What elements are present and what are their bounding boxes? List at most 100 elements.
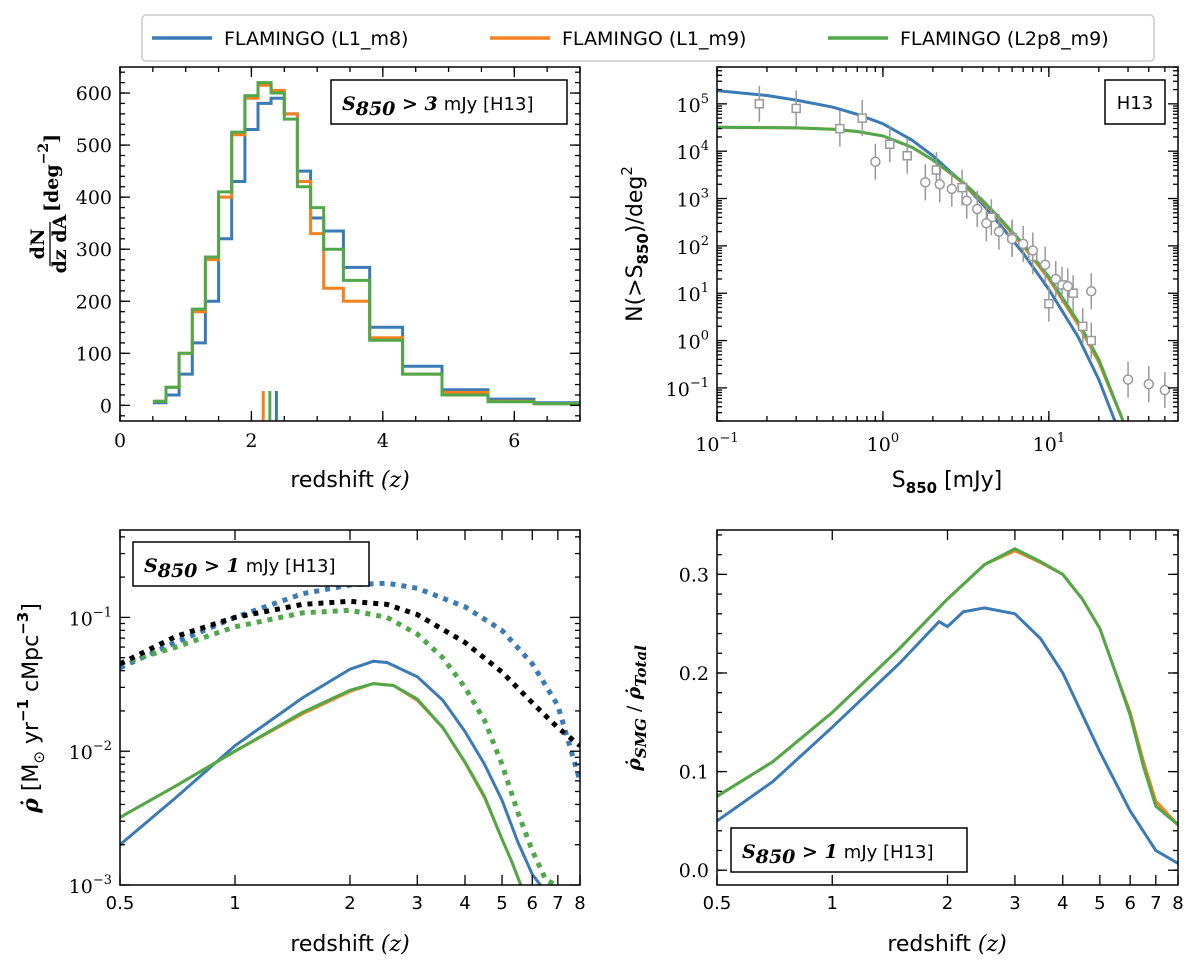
fraction-series-2 <box>717 549 1178 826</box>
observation-circle <box>1017 238 1029 250</box>
y-tick-label: 0.0 <box>679 860 709 882</box>
observation-circle <box>1159 384 1171 396</box>
observation-circle <box>971 203 983 215</box>
x-tick-label: 8 <box>574 893 585 914</box>
sfrd-series-3 <box>120 598 580 748</box>
panel-sfr-density: 0.5 1 2 3 4 5 6 7 8 10−3 10−2 10−1 S850 > 1 mJy [H13… <box>14 529 586 957</box>
y-tick-label: 300 <box>76 239 112 261</box>
y-tick-label: 100 <box>677 329 709 354</box>
y-tick-label: 10−3 <box>69 873 112 898</box>
y-tick-label: 100 <box>76 343 112 365</box>
svg-text:H13: H13 <box>1117 93 1153 114</box>
x-axis-label: redshift (z) <box>290 468 409 493</box>
x-tick-label: 3 <box>1009 893 1020 914</box>
panel-redshift-distribution: 0 2 4 6 0 100 200 300 400 500 600 S850 > 3 mJy [H13… <box>27 66 581 493</box>
x-tick-label: 100 <box>867 431 899 456</box>
legend-label-l2p8: FLAMINGO (L2p8_m9) <box>900 28 1109 50</box>
count-series-1 <box>717 89 1117 421</box>
x-tick-label: 7 <box>1150 893 1161 914</box>
y-axis-label: ρ̇SMG / ρ̇Total <box>623 645 650 772</box>
y-tick-label: 10−2 <box>69 739 112 764</box>
y-tick-label: 200 <box>76 291 112 313</box>
observation-square <box>1077 321 1088 332</box>
x-tick-label: 0 <box>114 430 126 452</box>
y-tick-label: 0.3 <box>679 564 709 586</box>
observation-circle <box>1085 286 1097 297</box>
observation-circle <box>920 177 931 188</box>
observation-square <box>791 103 801 114</box>
observation-circle <box>870 156 881 167</box>
x-tick-label: 2 <box>245 430 257 452</box>
histogram-series-3 <box>152 81 580 406</box>
observation-circle <box>1039 259 1051 270</box>
observation-circle <box>946 183 958 195</box>
x-axis-label: redshift (z) <box>887 932 1006 957</box>
observation-circle <box>993 226 1005 237</box>
count-series-3 <box>717 125 1125 421</box>
y-tick-label: 10−1 <box>666 376 709 401</box>
y-tick-label: 102 <box>677 234 709 259</box>
observation-square <box>857 113 867 123</box>
y-tick-label: 0 <box>100 395 112 417</box>
x-tick-label: 1 <box>229 893 240 914</box>
annotation-box: S850 > 1 mJy [H13] <box>132 541 370 587</box>
y-tick-label: 0.2 <box>679 663 709 685</box>
x-tick-label: 4 <box>1057 893 1068 914</box>
observation-circle <box>1122 374 1134 385</box>
x-tick-label: 10−1 <box>695 431 738 456</box>
observation-square <box>1068 288 1078 298</box>
observation-square <box>754 99 765 109</box>
y-tick-label: 600 <box>76 83 112 105</box>
x-tick-label: 5 <box>496 893 507 914</box>
observation-circle <box>1050 273 1061 285</box>
observation-square <box>902 151 912 161</box>
legend-label-m9: FLAMINGO (L1_m9) <box>562 28 746 50</box>
sfrd-series-6 <box>120 682 523 885</box>
x-axis-label: redshift (z) <box>290 932 409 957</box>
panel-frame <box>716 66 1179 422</box>
sfrd-series-4 <box>120 659 542 885</box>
x-tick-label: 8 <box>1172 893 1183 914</box>
sfrd-series-2 <box>120 607 557 885</box>
observation-circle <box>1027 245 1039 256</box>
y-tick-label: 103 <box>677 187 709 212</box>
y-axis-label: ρ̇ [M⊙ yr−1 cMpc−3] <box>14 603 48 814</box>
x-tick-label: 5 <box>1094 893 1105 914</box>
x-tick-label: 2 <box>942 893 953 914</box>
observation-circle <box>1062 281 1074 292</box>
y-tick-label: 400 <box>76 187 112 209</box>
legend-label-m8: FLAMINGO (L1_m8) <box>224 28 408 50</box>
annotation-box: S850 > 1 mJy [H13] <box>730 827 968 873</box>
observation-circle <box>1143 378 1155 390</box>
panel-number-counts: 10−1 100 101 10−1 100 101 102 103 104 105 H13 N(>… <box>618 66 1179 497</box>
y-axis-label: N(>S850)/deg2 <box>618 166 652 322</box>
y-tick-label: 500 <box>76 135 112 157</box>
histogram-series-2 <box>152 83 580 406</box>
x-tick-label: 101 <box>1033 431 1065 456</box>
svg-text:dN: dN <box>27 229 49 260</box>
observation-circle <box>1006 233 1018 245</box>
x-tick-label: 6 <box>1124 893 1135 914</box>
y-tick-label: 10−1 <box>69 605 112 630</box>
observation-square <box>986 212 997 223</box>
fraction-series-1 <box>717 606 1178 865</box>
x-tick-label: 2 <box>344 893 355 914</box>
observation-square <box>835 123 845 134</box>
x-tick-label: 4 <box>377 430 389 452</box>
observation-square <box>1044 298 1054 309</box>
x-axis-label: S850 [mJy] <box>892 468 1002 497</box>
x-tick-label: 4 <box>459 893 470 914</box>
observation-circle <box>981 218 992 229</box>
x-tick-label: 1 <box>827 893 838 914</box>
x-tick-label: 6 <box>527 893 538 914</box>
observation-square <box>957 182 967 193</box>
fraction-series-3 <box>717 547 1178 826</box>
y-tick-label: 105 <box>677 92 709 117</box>
x-tick-label: 7 <box>552 893 563 914</box>
x-tick-label: 0.5 <box>106 893 135 914</box>
y-tick-label: 104 <box>677 139 709 164</box>
